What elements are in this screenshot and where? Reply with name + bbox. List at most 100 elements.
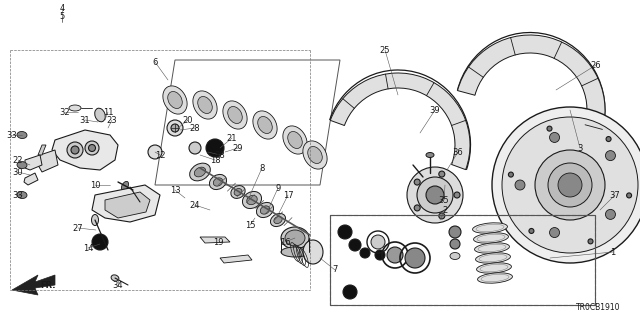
Text: 27: 27 <box>73 223 83 233</box>
Polygon shape <box>52 130 118 170</box>
Circle shape <box>206 139 224 157</box>
Ellipse shape <box>253 111 277 139</box>
Ellipse shape <box>260 206 269 214</box>
Circle shape <box>450 239 460 249</box>
Text: 3: 3 <box>577 143 582 153</box>
Circle shape <box>449 226 461 238</box>
Ellipse shape <box>475 243 509 253</box>
Text: 14: 14 <box>83 244 93 252</box>
Ellipse shape <box>193 91 217 119</box>
Ellipse shape <box>450 252 460 260</box>
Text: 38: 38 <box>214 150 225 159</box>
Circle shape <box>189 142 201 154</box>
Ellipse shape <box>209 174 227 189</box>
Circle shape <box>167 120 183 136</box>
Circle shape <box>439 171 445 177</box>
Circle shape <box>375 250 385 260</box>
Circle shape <box>515 180 525 190</box>
Circle shape <box>414 179 420 185</box>
Circle shape <box>148 145 162 159</box>
Circle shape <box>454 192 460 198</box>
Text: 15: 15 <box>244 220 255 229</box>
Text: 36: 36 <box>452 148 463 156</box>
Ellipse shape <box>213 178 223 186</box>
Ellipse shape <box>303 141 327 169</box>
Circle shape <box>67 142 83 158</box>
Ellipse shape <box>247 195 257 205</box>
Text: 32: 32 <box>60 108 70 116</box>
Circle shape <box>407 167 463 223</box>
Circle shape <box>502 117 638 253</box>
Text: 39: 39 <box>429 106 440 115</box>
Polygon shape <box>220 255 252 263</box>
Circle shape <box>627 193 632 198</box>
Circle shape <box>588 239 593 244</box>
Text: 18: 18 <box>210 156 220 164</box>
Text: 23: 23 <box>107 116 117 124</box>
Text: 37: 37 <box>610 190 620 199</box>
Circle shape <box>558 173 582 197</box>
Circle shape <box>439 213 445 219</box>
Circle shape <box>85 141 99 155</box>
Circle shape <box>387 247 403 263</box>
Circle shape <box>535 150 605 220</box>
Circle shape <box>171 124 179 132</box>
Text: 28: 28 <box>189 124 200 132</box>
Circle shape <box>492 107 640 263</box>
Polygon shape <box>38 145 46 155</box>
Ellipse shape <box>195 167 205 177</box>
Ellipse shape <box>308 147 323 164</box>
Text: 6: 6 <box>152 58 157 67</box>
Circle shape <box>426 186 444 204</box>
Text: 20: 20 <box>183 116 193 124</box>
Circle shape <box>338 225 352 239</box>
Polygon shape <box>25 155 42 170</box>
Text: 22: 22 <box>13 156 23 164</box>
Ellipse shape <box>95 108 105 122</box>
Circle shape <box>417 177 453 213</box>
Text: 25: 25 <box>380 45 390 54</box>
Polygon shape <box>38 150 58 172</box>
Ellipse shape <box>288 132 302 148</box>
Ellipse shape <box>189 163 211 181</box>
Ellipse shape <box>281 227 309 249</box>
Text: 30: 30 <box>13 167 23 177</box>
Text: 13: 13 <box>170 186 180 195</box>
Ellipse shape <box>69 105 81 111</box>
Circle shape <box>547 126 552 131</box>
Ellipse shape <box>231 186 245 198</box>
Circle shape <box>88 145 95 151</box>
Circle shape <box>606 137 611 141</box>
Text: 19: 19 <box>212 237 223 246</box>
Text: 2: 2 <box>442 205 447 214</box>
Text: 9: 9 <box>275 183 280 193</box>
Circle shape <box>71 146 79 154</box>
Wedge shape <box>458 35 605 129</box>
Circle shape <box>508 172 513 177</box>
Circle shape <box>343 285 357 299</box>
Ellipse shape <box>111 275 119 281</box>
Polygon shape <box>92 185 160 222</box>
Ellipse shape <box>472 223 508 233</box>
Circle shape <box>550 228 559 237</box>
Ellipse shape <box>474 233 508 243</box>
Text: 31: 31 <box>80 116 90 124</box>
Text: 21: 21 <box>227 133 237 142</box>
Ellipse shape <box>168 92 182 108</box>
Ellipse shape <box>476 253 511 263</box>
Ellipse shape <box>92 214 99 226</box>
Ellipse shape <box>426 153 434 157</box>
Ellipse shape <box>477 273 513 283</box>
Circle shape <box>605 151 616 161</box>
Text: FR.: FR. <box>40 281 56 290</box>
Ellipse shape <box>17 132 27 139</box>
Ellipse shape <box>198 97 212 114</box>
Text: 24: 24 <box>189 201 200 210</box>
Ellipse shape <box>223 101 247 129</box>
Text: 10: 10 <box>90 180 100 189</box>
Ellipse shape <box>243 191 262 209</box>
Ellipse shape <box>303 240 323 264</box>
Text: 7: 7 <box>332 266 338 275</box>
Circle shape <box>360 248 370 258</box>
Circle shape <box>405 248 425 268</box>
